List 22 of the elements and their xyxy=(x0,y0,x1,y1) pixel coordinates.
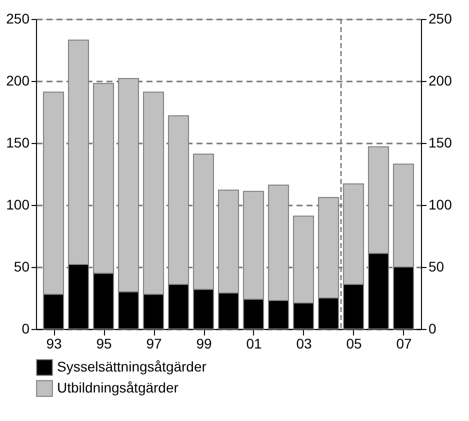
x-tick-label: 95 xyxy=(96,336,112,352)
y-tick-label: 50 xyxy=(14,258,30,274)
y-tick-label: 0 xyxy=(22,320,30,336)
x-tick-label: 03 xyxy=(296,336,312,352)
y-tick-label: 200 xyxy=(6,72,30,88)
y2-tick-label: 50 xyxy=(428,258,444,274)
x-tick-label: 97 xyxy=(146,336,162,352)
x-tick-label: 01 xyxy=(246,336,262,352)
x-tick-label: 05 xyxy=(346,336,362,352)
y2-tick-label: 150 xyxy=(428,134,452,150)
y-tick-label: 250 xyxy=(6,10,30,26)
y-tick-label: 100 xyxy=(6,196,30,212)
legend-label: Utbildningsåtgärder xyxy=(57,380,179,396)
y2-tick-label: 250 xyxy=(428,10,452,26)
y2-tick-label: 100 xyxy=(428,196,452,212)
y-tick-label: 150 xyxy=(6,134,30,150)
x-tick-label: 93 xyxy=(46,336,62,352)
x-tick-label: 99 xyxy=(196,336,212,352)
legend-label: Sysselsättningsåtgärder xyxy=(57,358,207,374)
y2-tick-label: 0 xyxy=(428,320,436,336)
y2-tick-label: 200 xyxy=(428,72,452,88)
x-tick-label: 07 xyxy=(396,336,412,352)
